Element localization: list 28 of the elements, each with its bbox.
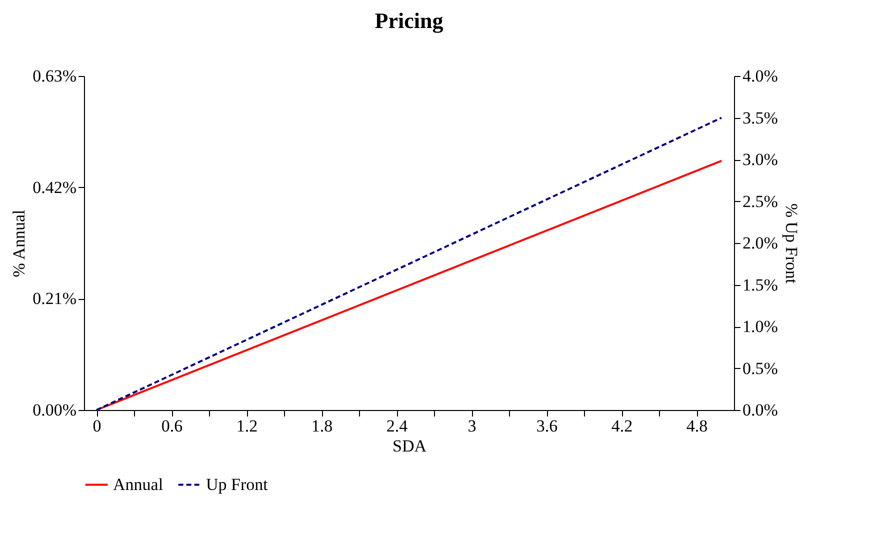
y-tick-label: 0.21% <box>32 289 76 308</box>
legend-label: Annual <box>113 474 164 494</box>
y2-tick-label: 3.0% <box>742 150 778 169</box>
y-tick-label: 0.00% <box>32 400 76 420</box>
x-tick-label: 3 <box>468 416 476 436</box>
y2-tick-label: 0.5% <box>742 358 778 378</box>
y-axis-title: % Annual <box>10 209 29 278</box>
y2-tick-label: 1.0% <box>742 317 778 336</box>
legend-label: Up Front <box>206 474 268 494</box>
x-tick-label: 0.6 <box>161 416 183 436</box>
chart-title: Pricing <box>374 8 444 33</box>
x-tick-label: 1.2 <box>236 416 258 436</box>
x-tick-label: 1.8 <box>311 416 333 436</box>
x-tick-label: 4.8 <box>686 416 708 436</box>
y2-axis-title: % Up Front <box>782 203 801 284</box>
y2-tick-label: 3.5% <box>742 108 778 128</box>
x-tick-label: 0 <box>92 416 102 436</box>
y-tick-label: 0.63% <box>32 66 76 86</box>
x-tick-label: 3.6 <box>536 416 558 436</box>
y2-tick-label: 2.0% <box>742 234 778 252</box>
x-axis-title: SDA <box>392 436 428 456</box>
y-tick-label: 0.42% <box>32 178 76 197</box>
x-tick-label: 4.2 <box>611 416 633 436</box>
y2-tick-label: 1.5% <box>742 275 778 294</box>
y2-tick-label: 0.0% <box>742 400 778 420</box>
x-tick-label: 2.4 <box>386 416 408 436</box>
y2-tick-label: 4.0% <box>742 66 778 86</box>
y2-tick-label: 2.5% <box>742 192 778 211</box>
